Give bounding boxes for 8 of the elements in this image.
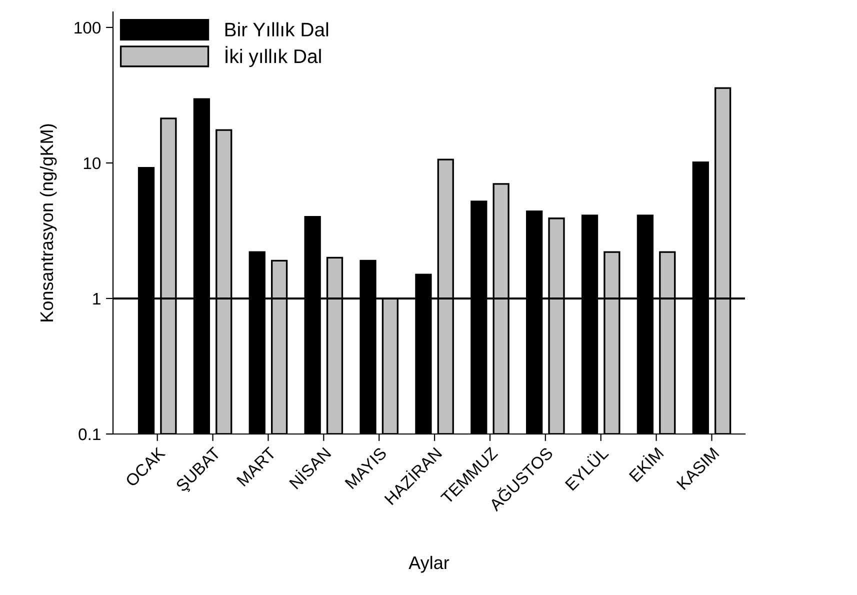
x-axis-title: Aylar: [408, 556, 450, 573]
legend-label: İki yıllık Dal: [226, 46, 321, 68]
y-tick-label: 0.1: [78, 428, 100, 440]
y-tick-label: 1: [93, 293, 100, 305]
y-axis-title: Konsantrasyon (ng/gKM): [40, 124, 57, 322]
legend-label: Bir Yıllık Dal: [225, 22, 328, 36]
y-tick-label: 10: [84, 157, 101, 170]
y-tick-label: 100: [74, 22, 101, 34]
